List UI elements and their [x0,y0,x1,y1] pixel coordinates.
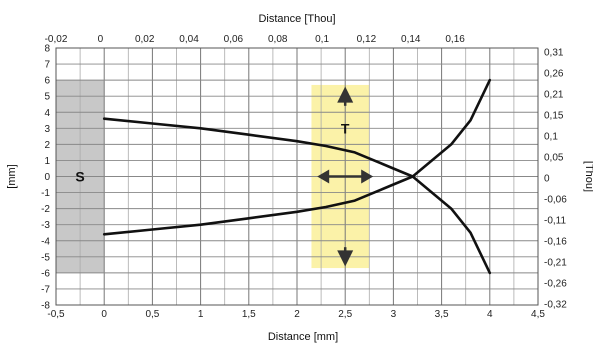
x-tick-label: 4,5 [531,309,545,320]
y-tick-label: -8 [41,301,50,312]
x2-tick-label: 0,04 [179,34,199,45]
x-tick-label: 2 [294,309,300,320]
y-tick-label: -6 [41,268,50,279]
y-tick-label: -5 [41,252,50,263]
x2-axis-label: Distance [Thou] [258,13,335,25]
y2-tick-label: -0,26 [544,279,567,290]
y-axis-label: [mm] [6,164,18,188]
y-tick-label: 7 [44,60,50,71]
arrows [317,86,374,267]
arrow-up-head-icon [337,86,354,103]
s-region-label: S [75,169,84,185]
x2-tick-label: 0,14 [401,34,421,45]
x-tick-label: 4 [487,309,493,320]
series-line-1 [102,117,492,275]
y-tick-label: 1 [44,156,50,167]
x-tick-label: 3 [391,309,397,320]
t-region-label: T [341,120,350,136]
x2-tick-label: 0,08 [268,34,288,45]
y2-tick-label: -0,11 [544,216,566,227]
y-tick-label: -7 [41,284,50,295]
tick-labels: -0,5 0 0,5 1 1,5 2 2,5 3 3,5 4 4,5 -8 -7 -6 -5 -4 -3 -2 -1… [41,34,567,320]
x-tick-label: 0 [101,309,107,320]
y-tick-label: -3 [41,220,50,231]
x2-tick-label: 0,02 [135,34,155,45]
y2-tick-label: 0 [544,174,550,185]
y2-tick-label: -0,16 [544,237,567,248]
y-tick-label: 0 [44,172,50,183]
x2-tick-label: 0,16 [445,34,465,45]
x2-tick-label: -0,02 [45,34,68,45]
y-tick-label: -2 [41,204,50,215]
y-tick-label: 6 [44,76,50,87]
y2-tick-label: -0,21 [544,258,567,269]
x-tick-label: 3,5 [435,309,449,320]
x2-tick-label: 0 [98,34,104,45]
y-tick-label: -1 [41,188,50,199]
grid [55,47,539,306]
x-tick-label: -0,5 [47,309,65,320]
y2-tick-label: -0,32 [544,300,567,311]
y2-tick-label: 0,21 [544,90,564,101]
x-tick-label: 2,5 [338,309,352,320]
y2-tick-label: -0,06 [544,195,567,206]
x2-tick-label: 0,12 [357,34,377,45]
x-tick-label: 1 [198,309,204,320]
arrow-right-head-icon [361,169,374,184]
series-line-2 [102,78,492,236]
x2-tick-label: 0,1 [315,34,329,45]
y-tick-label: -4 [41,236,50,247]
y2-tick-label: 0,15 [544,111,564,122]
x-axis-label: Distance [mm] [268,331,338,343]
y2-axis-label: [Thou] [583,161,593,192]
plot-frame [55,47,539,306]
y-tick-label: 3 [44,124,50,135]
x2-tick-label: 0,06 [224,34,244,45]
x-tick-label: 1,5 [242,309,256,320]
y-tick-label: 4 [44,108,50,119]
series-layer [102,78,492,275]
arrow-down-head-icon [337,250,354,267]
arrow-left-head-icon [317,169,330,184]
y-tick-label: 5 [44,92,50,103]
y2-tick-label: 0,05 [544,153,564,164]
y2-tick-label: 0,31 [544,48,564,59]
y-tick-label: 2 [44,140,50,151]
y-tick-label: 8 [44,44,50,55]
x-tick-label: 0,5 [145,309,159,320]
y2-tick-label: 0,26 [544,69,564,80]
y2-tick-label: 0,1 [544,132,558,143]
